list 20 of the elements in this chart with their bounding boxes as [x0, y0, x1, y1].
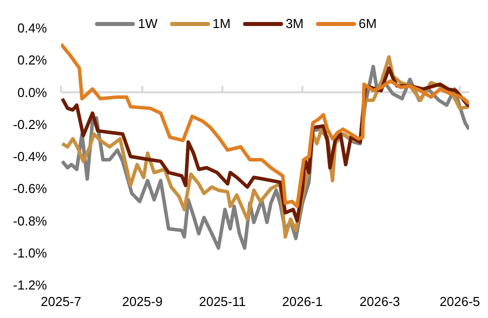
y-tick-label: 0.0%: [17, 84, 48, 100]
legend-label: 6M: [358, 16, 377, 31]
x-tick-label: 2026-5: [440, 294, 480, 310]
y-tick-label: -0.6%: [13, 181, 48, 196]
x-tick-label: 2026-3: [360, 294, 400, 310]
x-tick-label: 2025-9: [122, 294, 163, 310]
legend-label: 3M: [286, 16, 304, 31]
y-tick-label: -0.8%: [13, 213, 48, 228]
x-tick-label: 2026-1: [282, 294, 323, 310]
x-tick-label: 2025-11: [198, 294, 246, 310]
legend-label: 1W: [138, 16, 158, 31]
x-tick-label: 2025-7: [40, 294, 82, 310]
y-tick-label: -0.4%: [13, 149, 48, 164]
y-tick-label: -1.0%: [13, 245, 48, 260]
y-tick-label: 0.2%: [17, 52, 48, 68]
legend-label: 1M: [212, 16, 231, 31]
line-series: [61, 42, 469, 208]
y-tick-label: 0.4%: [17, 20, 48, 36]
y-tick-label: -1.2%: [13, 278, 48, 293]
y-tick-label: -0.2%: [13, 116, 48, 132]
